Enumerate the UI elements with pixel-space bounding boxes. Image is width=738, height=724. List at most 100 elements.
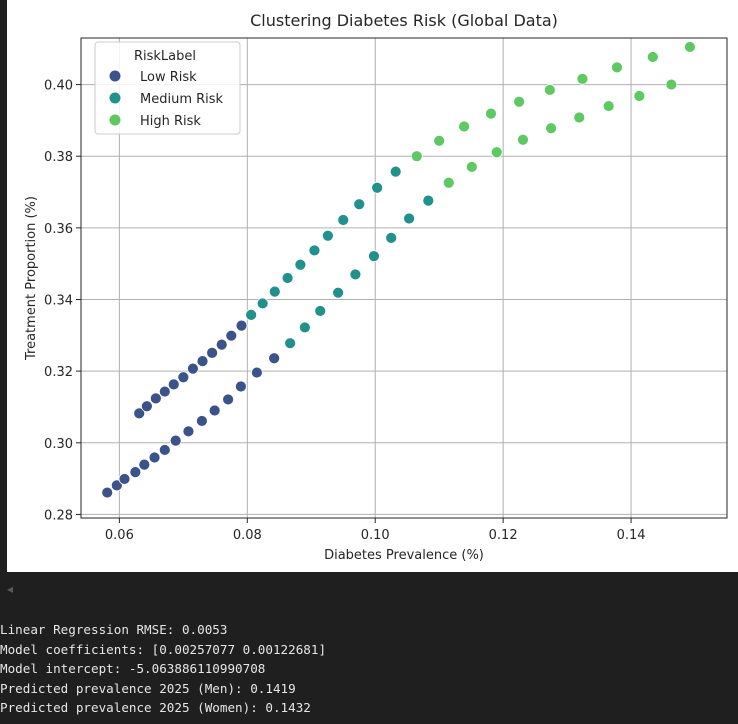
data-point-high-risk <box>442 176 455 189</box>
data-point-low-risk <box>208 404 221 417</box>
data-point-medium-risk <box>321 229 334 242</box>
data-point-high-risk <box>646 51 659 63</box>
x-tick-label: 0.06 <box>105 528 134 543</box>
legend-entries: Low Risk Medium Risk High Risk <box>109 70 224 129</box>
data-point-medium-risk <box>337 214 350 226</box>
x-tick-label: 0.10 <box>361 528 390 543</box>
data-point-low-risk <box>182 425 195 438</box>
chart-title: Clustering Diabetes Risk (Global Data) <box>250 11 558 30</box>
data-point-medium-risk <box>371 181 384 194</box>
data-point-medium-risk <box>368 250 380 263</box>
y-axis-label: Treatment Proportion (%) <box>24 196 39 361</box>
data-point-low-risk <box>177 371 190 384</box>
data-point-medium-risk <box>284 337 297 350</box>
console-output: Linear Regression RMSE: 0.0053 Model coe… <box>0 620 738 718</box>
data-point-low-risk <box>225 329 238 342</box>
data-point-high-risk <box>517 133 529 146</box>
data-point-low-risk <box>101 486 114 499</box>
legend-marker-high-risk <box>109 114 121 126</box>
console-line-rmse: Linear Regression RMSE: 0.0053 <box>0 622 228 637</box>
y-tick-label: 0.34 <box>44 293 73 308</box>
data-point-low-risk <box>187 362 199 375</box>
data-point-low-risk <box>118 473 131 485</box>
data-point-low-risk <box>196 355 209 368</box>
console-line-coefficients: Model coefficients: [0.00257077 0.001226… <box>0 641 327 657</box>
data-point-medium-risk <box>403 212 416 225</box>
y-tick-label: 0.36 <box>44 222 73 237</box>
legend: RiskLabel Low Risk Medium Risk High Risk <box>94 41 241 135</box>
x-tick-label: 0.12 <box>489 528 518 543</box>
legend-label-low-risk: Low Risk <box>140 70 197 85</box>
legend-marker-medium-risk <box>109 92 121 104</box>
plot-frame <box>80 37 728 519</box>
legend-label-medium-risk: Medium Risk <box>140 92 224 107</box>
data-point-low-risk <box>222 393 235 406</box>
data-point-medium-risk <box>422 194 435 207</box>
data-point-high-risk <box>465 161 478 173</box>
data-point-medium-risk <box>353 198 366 211</box>
x-axis-label: Diabetes Prevalence (%) <box>324 548 484 563</box>
legend-title: RiskLabel <box>134 49 196 64</box>
data-point-low-risk <box>129 466 142 479</box>
data-point-low-risk <box>169 434 182 447</box>
legend-box <box>94 41 241 135</box>
data-point-medium-risk <box>349 268 362 281</box>
data-point-low-risk <box>195 415 208 427</box>
data-point-low-risk <box>158 444 171 456</box>
data-point-low-risk <box>140 400 153 413</box>
legend-label-high-risk: High Risk <box>140 114 201 129</box>
data-point-medium-risk <box>256 297 269 310</box>
x-tick-label: 0.14 <box>617 528 646 543</box>
data-point-medium-risk <box>332 286 345 299</box>
data-point-low-risk <box>235 380 247 393</box>
data-point-low-risk <box>138 458 151 471</box>
data-point-low-risk <box>250 366 263 379</box>
data-point-high-risk <box>490 146 503 159</box>
figure-panel: 0.06 0.08 0.10 0.12 0.14 0.28 0.30 0.32 0.34 0.36… <box>7 0 738 572</box>
data-point-medium-risk <box>281 272 294 284</box>
data-point-high-risk <box>433 134 446 147</box>
y-tick-label: 0.28 <box>44 508 73 523</box>
data-point-high-risk <box>665 78 678 91</box>
data-point-high-risk <box>485 107 497 120</box>
data-point-high-risk <box>576 72 589 85</box>
y-tick-label: 0.30 <box>44 437 73 452</box>
scatter-chart: 0.06 0.08 0.10 0.12 0.14 0.28 0.30 0.32 0.34 0.36… <box>24 11 728 563</box>
data-point-high-risk <box>633 90 646 102</box>
data-point-high-risk <box>545 122 558 135</box>
data-point-high-risk <box>543 84 556 96</box>
data-point-medium-risk <box>268 285 281 298</box>
data-point-medium-risk <box>385 231 398 244</box>
data-point-low-risk <box>235 319 248 332</box>
data-point-medium-risk <box>389 165 402 178</box>
data-point-high-risk <box>458 120 471 133</box>
data-point-low-risk <box>167 378 180 391</box>
data-point-medium-risk <box>314 305 327 317</box>
console-line-prediction-men: Predicted prevalence 2025 (Men): 0.1419 <box>0 680 296 696</box>
data-point-low-risk <box>110 479 123 492</box>
data-point-low-risk <box>149 392 162 405</box>
data-point-low-risk <box>148 451 161 464</box>
data-point-high-risk <box>410 150 423 163</box>
y-tick-label: 0.38 <box>44 150 73 165</box>
data-point-medium-risk <box>298 321 311 334</box>
data-point-low-risk <box>215 338 228 351</box>
data-point-high-risk <box>573 111 586 124</box>
y-tick-label: 0.40 <box>44 79 73 94</box>
data-point-low-risk <box>158 385 171 398</box>
legend-marker-low-risk <box>109 70 121 82</box>
data-point-high-risk <box>611 61 623 74</box>
console-line-prediction-women: Predicted prevalence 2025 (Women): 0.143… <box>0 700 311 716</box>
points-layer <box>101 41 696 499</box>
data-point-low-risk <box>133 407 146 420</box>
collapse-output-arrow-icon[interactable]: ◂ <box>7 582 14 596</box>
data-point-high-risk <box>513 95 526 108</box>
data-point-medium-risk <box>294 258 307 271</box>
data-point-high-risk <box>684 41 696 53</box>
ticks-layer: 0.06 0.08 0.10 0.12 0.14 0.28 0.30 0.32 0.34 0.36… <box>44 79 645 543</box>
data-point-medium-risk <box>245 308 258 321</box>
data-point-medium-risk <box>308 244 321 257</box>
x-tick-label: 0.08 <box>233 528 262 543</box>
y-tick-label: 0.32 <box>44 365 73 380</box>
data-point-low-risk <box>268 352 281 365</box>
